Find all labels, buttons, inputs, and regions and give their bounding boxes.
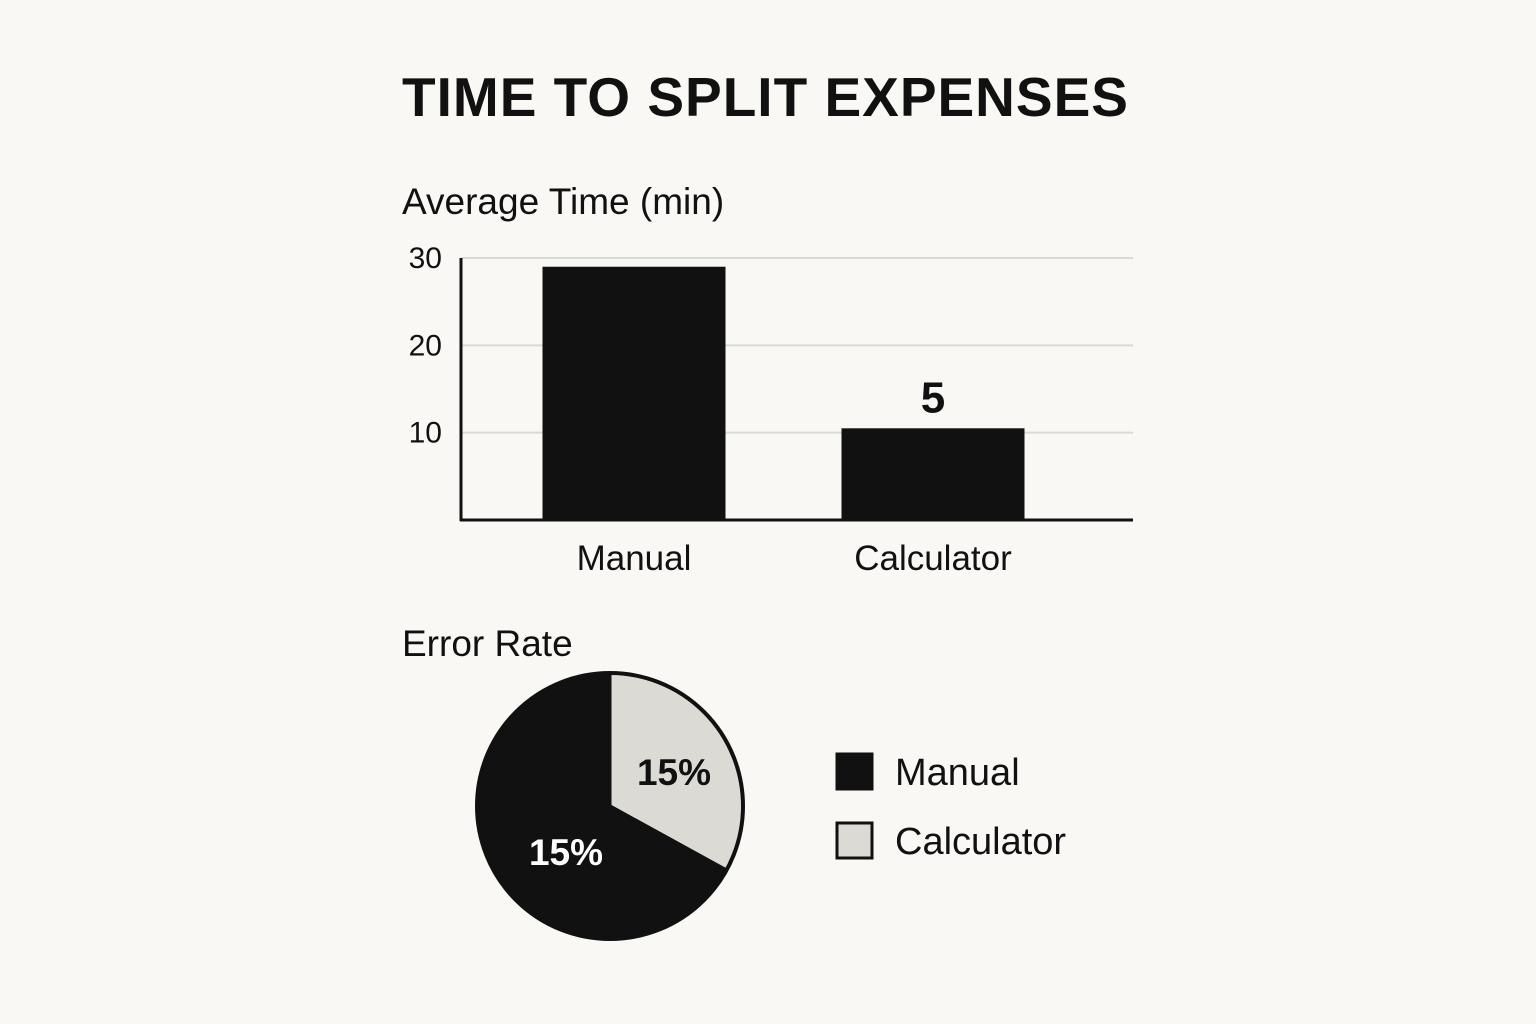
legend-label: Manual xyxy=(895,752,1020,794)
bar-chart-title: Average Time (min) xyxy=(402,181,725,222)
pie-slice-label: 15% xyxy=(637,752,711,793)
x-tick-label: Calculator xyxy=(854,539,1012,578)
bar-chart: 10 20 30 Manual Calculator 5 xyxy=(409,242,1133,578)
y-tick-label: 30 xyxy=(409,242,442,275)
legend-label: Calculator xyxy=(895,821,1066,863)
pie-chart: 15% 15% xyxy=(475,671,745,941)
y-tick-label: 10 xyxy=(409,417,442,450)
legend-swatch-manual xyxy=(835,752,874,791)
pie-slice-label: 15% xyxy=(529,832,603,873)
bar-manual xyxy=(542,266,726,520)
legend-swatch-calculator xyxy=(835,821,874,860)
pie-legend: Manual Calculator xyxy=(835,752,1066,863)
page-title: TIME TO SPLIT EXPENSES xyxy=(402,66,1129,128)
bar-calculator xyxy=(841,428,1025,520)
bar-data-label: 5 xyxy=(921,373,945,422)
pie-chart-title: Error Rate xyxy=(402,623,573,664)
x-tick-label: Manual xyxy=(577,539,692,578)
y-tick-label: 20 xyxy=(409,329,442,362)
pie-outline xyxy=(475,671,745,941)
